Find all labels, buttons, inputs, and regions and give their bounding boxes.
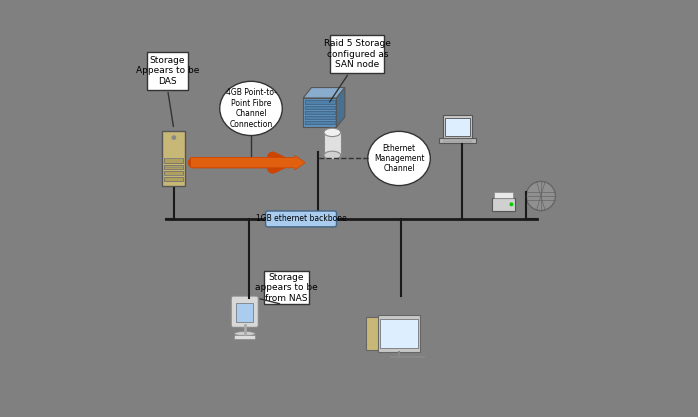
FancyBboxPatch shape <box>165 177 184 181</box>
FancyBboxPatch shape <box>165 158 184 163</box>
FancyBboxPatch shape <box>165 165 184 169</box>
FancyBboxPatch shape <box>231 296 258 327</box>
FancyBboxPatch shape <box>147 52 188 90</box>
Text: Storage
appears to be
from NAS: Storage appears to be from NAS <box>255 273 318 303</box>
FancyBboxPatch shape <box>264 271 309 304</box>
Circle shape <box>172 136 175 139</box>
FancyBboxPatch shape <box>235 335 255 339</box>
FancyBboxPatch shape <box>494 192 512 198</box>
Polygon shape <box>336 88 345 127</box>
FancyBboxPatch shape <box>445 118 470 136</box>
FancyBboxPatch shape <box>438 138 476 143</box>
FancyBboxPatch shape <box>165 171 184 175</box>
FancyBboxPatch shape <box>324 133 341 156</box>
FancyBboxPatch shape <box>305 111 335 114</box>
FancyBboxPatch shape <box>366 317 380 350</box>
Polygon shape <box>303 98 336 127</box>
FancyArrow shape <box>191 156 305 170</box>
FancyBboxPatch shape <box>378 315 420 352</box>
FancyBboxPatch shape <box>330 35 385 73</box>
Text: Ethernet
Management
Channel: Ethernet Management Channel <box>374 143 424 173</box>
FancyBboxPatch shape <box>266 211 336 227</box>
Text: 4GB Point-to-
Point Fibre
Channel
Connection: 4GB Point-to- Point Fibre Channel Connec… <box>225 88 276 128</box>
FancyBboxPatch shape <box>492 198 514 211</box>
Ellipse shape <box>324 151 341 160</box>
FancyBboxPatch shape <box>305 121 335 124</box>
FancyBboxPatch shape <box>380 319 418 348</box>
Polygon shape <box>303 88 345 98</box>
Ellipse shape <box>235 332 255 336</box>
Ellipse shape <box>324 128 341 137</box>
FancyBboxPatch shape <box>443 115 472 138</box>
FancyBboxPatch shape <box>305 106 335 109</box>
FancyBboxPatch shape <box>305 100 335 104</box>
Text: Raid 5 Storage
configured as
SAN node: Raid 5 Storage configured as SAN node <box>324 39 391 69</box>
FancyBboxPatch shape <box>163 131 186 186</box>
FancyBboxPatch shape <box>236 303 253 322</box>
Circle shape <box>510 203 512 206</box>
Text: Storage
Appears to be
DAS: Storage Appears to be DAS <box>136 56 200 86</box>
Ellipse shape <box>368 131 430 186</box>
Circle shape <box>526 181 556 211</box>
FancyBboxPatch shape <box>305 116 335 119</box>
Ellipse shape <box>220 81 282 136</box>
Text: 1GB ethernet backbone: 1GB ethernet backbone <box>255 214 346 224</box>
